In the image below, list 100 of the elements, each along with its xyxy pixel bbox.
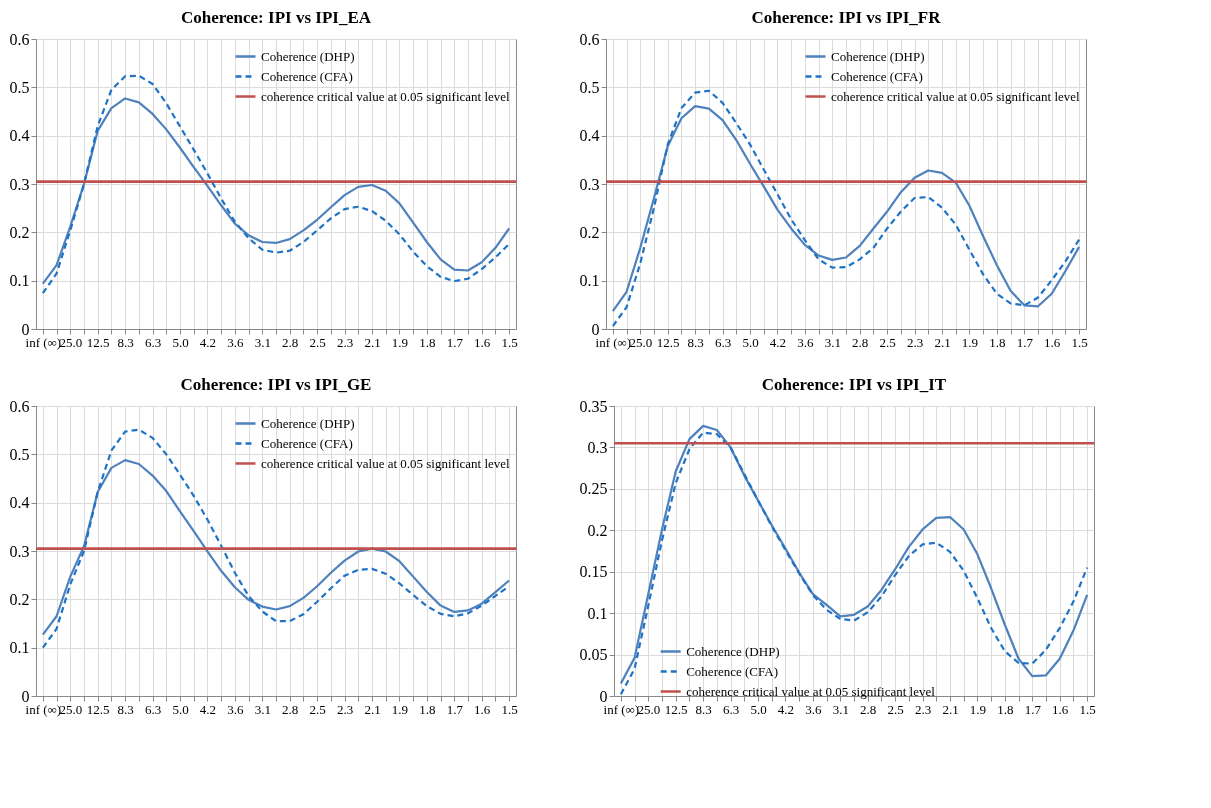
y-tick-label: 0.5 xyxy=(9,78,30,96)
y-tick-label: 0.3 xyxy=(9,542,30,560)
chart-title: Coherence: IPI vs IPI_FR xyxy=(751,8,942,27)
x-tick-label: 3.1 xyxy=(824,334,841,350)
x-tick-label: 2.3 xyxy=(906,334,924,350)
y-tick-label: 0.5 xyxy=(9,445,30,463)
x-tick-label: 3.6 xyxy=(227,701,244,717)
y-tick-label: 0.1 xyxy=(579,272,600,290)
legend-label: Coherence (CFA) xyxy=(831,68,923,84)
x-tick-label: 1.9 xyxy=(391,701,409,717)
x-tick-label: 1.8 xyxy=(419,701,436,717)
chart-title: Coherence: IPI vs IPI_GE xyxy=(180,375,372,394)
x-tick-label: 2.1 xyxy=(934,334,951,350)
legend-label: Coherence (CFA) xyxy=(261,435,353,451)
x-tick-label: 3.1 xyxy=(254,334,271,350)
y-tick-label: 0.2 xyxy=(9,223,30,241)
x-tick-label: 12.5 xyxy=(664,701,688,717)
chart-title: Coherence: IPI vs IPI_EA xyxy=(181,8,372,27)
y-tick-label: 0.25 xyxy=(579,480,608,498)
x-tick-label: 1.9 xyxy=(961,334,979,350)
x-tick-label: 6.3 xyxy=(714,334,732,350)
x-tick-label: 3.1 xyxy=(254,701,271,717)
x-tick-label: 25.0 xyxy=(59,701,83,717)
x-tick-label: 2.8 xyxy=(282,701,299,717)
x-tick-label: 25.0 xyxy=(637,701,661,717)
x-tick-label: 2.8 xyxy=(282,334,299,350)
x-tick-label: 1.7 xyxy=(446,334,464,350)
legend-label: Coherence (DHP) xyxy=(261,48,355,64)
x-tick-label: 5.0 xyxy=(172,701,189,717)
legend-label: Coherence (DHP) xyxy=(261,415,355,431)
y-tick-label: 0.4 xyxy=(9,127,30,145)
x-tick-label: 1.6 xyxy=(474,334,491,350)
x-tick-label: 6.3 xyxy=(144,334,162,350)
x-tick-label: 1.7 xyxy=(446,701,464,717)
x-tick-label: 6.3 xyxy=(144,701,162,717)
y-tick-label: 0.4 xyxy=(9,494,30,512)
x-tick-label: 8.3 xyxy=(695,701,712,717)
x-tick-label: 8.3 xyxy=(687,334,704,350)
x-tick-label: 1.5 xyxy=(501,701,518,717)
x-tick-label: 2.5 xyxy=(879,334,896,350)
legend-label: coherence critical value at 0.05 significant level xyxy=(261,88,511,104)
y-tick-label: 0.2 xyxy=(587,521,608,539)
x-tick-label: 2.1 xyxy=(364,334,381,350)
x-tick-label: 2.5 xyxy=(887,701,904,717)
y-tick-label: 0.35 xyxy=(579,397,608,415)
x-tick-label: 2.8 xyxy=(852,334,869,350)
x-tick-label: 1.8 xyxy=(419,334,436,350)
legend-label: Coherence (CFA) xyxy=(261,68,353,84)
x-tick-label: 5.0 xyxy=(750,701,767,717)
x-tick-label: 3.6 xyxy=(805,701,822,717)
y-tick-label: 0.6 xyxy=(9,30,30,48)
y-tick-label: 0.2 xyxy=(9,590,30,608)
x-tick-label: 8.3 xyxy=(117,334,134,350)
y-tick-label: 0.3 xyxy=(579,175,600,193)
x-tick-label: 1.8 xyxy=(997,701,1014,717)
x-tick-label: 2.3 xyxy=(336,701,354,717)
x-tick-label: 5.0 xyxy=(172,334,189,350)
x-tick-label: 8.3 xyxy=(117,701,134,717)
y-tick-label: 0.15 xyxy=(579,563,608,581)
x-tick-label: 1.6 xyxy=(1044,334,1061,350)
legend-label: coherence critical value at 0.05 significant level xyxy=(831,88,1081,104)
y-tick-label: 0.3 xyxy=(587,438,608,456)
y-tick-label: 0.5 xyxy=(579,78,600,96)
x-tick-label: 2.5 xyxy=(309,334,326,350)
x-tick-label: 3.6 xyxy=(797,334,814,350)
x-tick-label: 3.1 xyxy=(832,701,849,717)
x-tick-label: 4.2 xyxy=(199,334,217,350)
x-tick-label: 1.5 xyxy=(501,334,518,350)
y-tick-label: 0.6 xyxy=(9,397,30,415)
x-tick-label: 12.5 xyxy=(86,701,110,717)
x-tick-label: 2.8 xyxy=(860,701,877,717)
x-tick-label: 1.6 xyxy=(474,701,491,717)
x-tick-label: 1.7 xyxy=(1024,701,1042,717)
y-tick-label: 0.1 xyxy=(9,639,30,657)
x-tick-label: 3.6 xyxy=(227,334,244,350)
legend-label: Coherence (DHP) xyxy=(686,643,780,659)
legend-label: coherence critical value at 0.05 significant level xyxy=(686,683,936,699)
x-tick-label: 1.7 xyxy=(1016,334,1034,350)
legend-label: coherence critical value at 0.05 significant level xyxy=(261,455,511,471)
legend-label: Coherence (CFA) xyxy=(686,663,779,679)
x-tick-label: 25.0 xyxy=(629,334,653,350)
y-tick-label: 0.4 xyxy=(579,127,600,145)
y-tick-label: 0.1 xyxy=(587,604,608,622)
x-tick-label: 25.0 xyxy=(59,334,83,350)
x-tick-label: 2.3 xyxy=(914,701,932,717)
x-tick-label: 1.5 xyxy=(1071,334,1088,350)
x-tick-label: 2.1 xyxy=(942,701,959,717)
x-tick-label: 5.0 xyxy=(742,334,759,350)
x-tick-label: 4.2 xyxy=(777,701,795,717)
chart-title: Coherence: IPI vs IPI_IT xyxy=(761,375,947,394)
y-tick-label: 0.6 xyxy=(579,30,600,48)
x-tick-label: 1.5 xyxy=(1079,701,1096,717)
y-tick-label: 0.2 xyxy=(579,223,600,241)
x-tick-label: 2.5 xyxy=(309,701,326,717)
x-tick-label: 4.2 xyxy=(199,701,217,717)
line-series xyxy=(41,459,511,636)
x-tick-label: 12.5 xyxy=(86,334,110,350)
legend-label: Coherence (DHP) xyxy=(831,48,925,64)
y-tick-label: 0.05 xyxy=(579,646,608,664)
y-tick-label: 0.3 xyxy=(9,175,30,193)
